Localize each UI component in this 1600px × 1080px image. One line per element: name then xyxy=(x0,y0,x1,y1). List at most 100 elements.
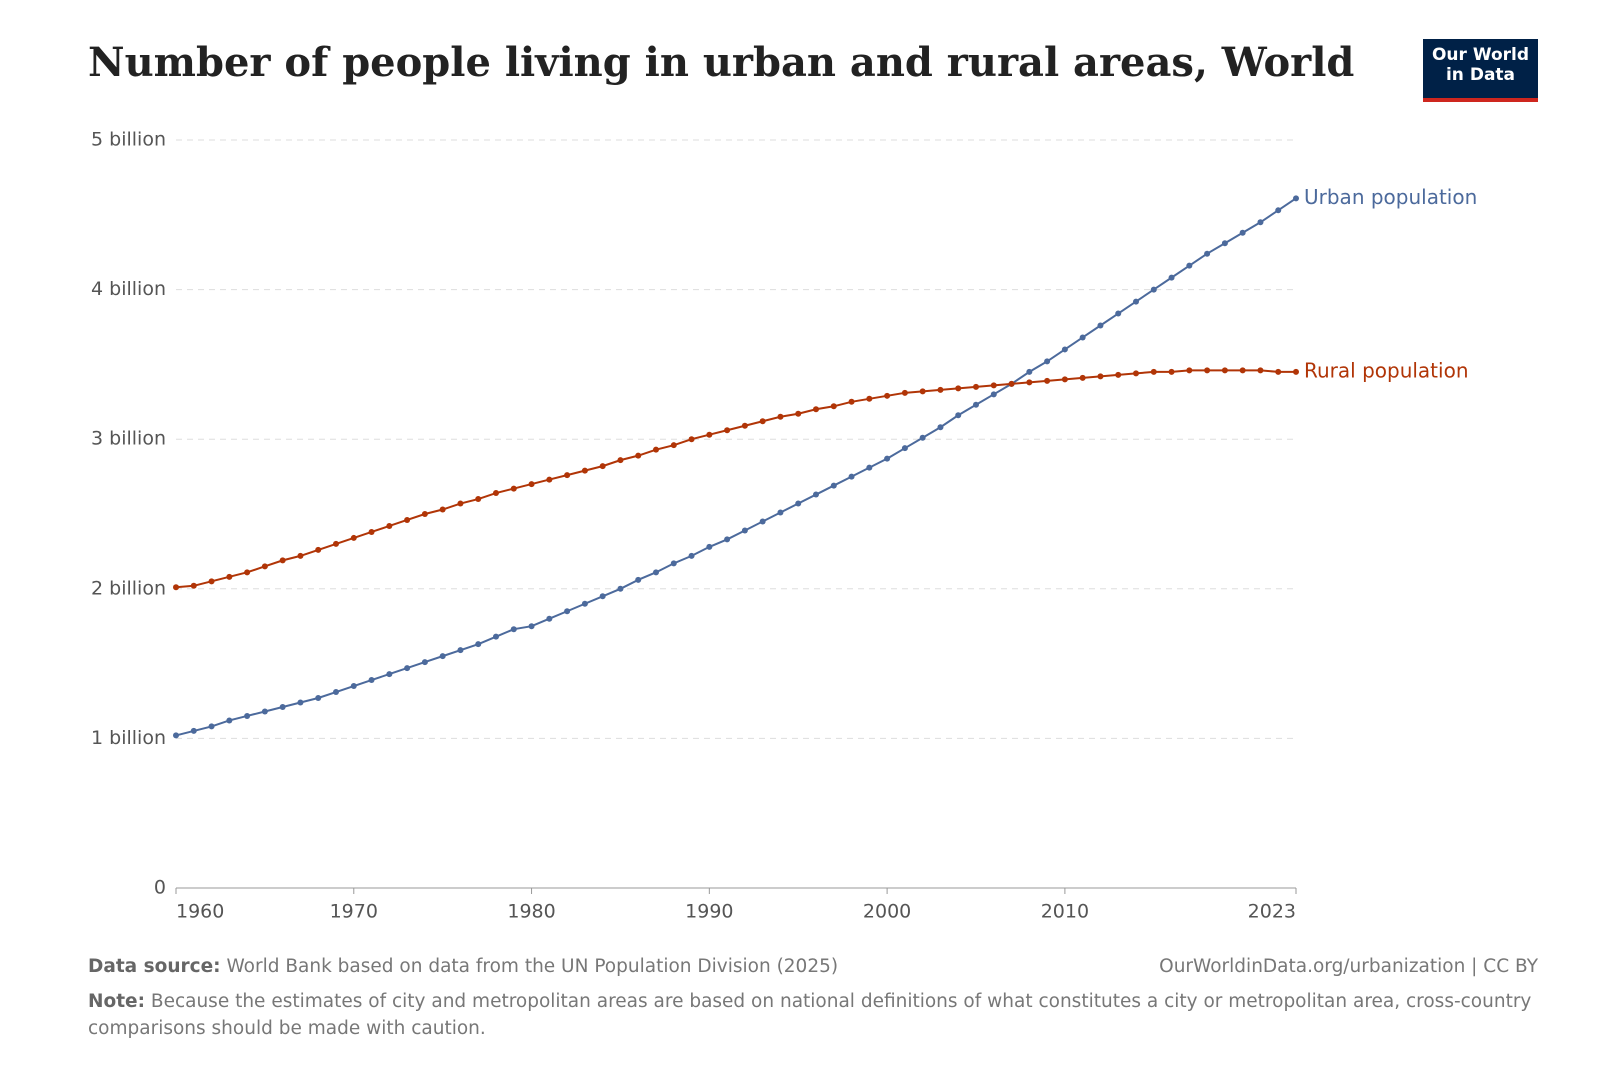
data-point xyxy=(777,509,784,516)
data-point xyxy=(1221,367,1228,374)
data-point xyxy=(919,388,926,395)
data-point xyxy=(279,703,286,710)
data-point xyxy=(244,712,251,719)
data-point xyxy=(688,552,695,559)
logo-line: in Data xyxy=(1445,65,1516,85)
data-point xyxy=(1150,286,1157,293)
data-point xyxy=(1044,358,1051,365)
data-point xyxy=(564,472,571,479)
y-tick-label: 3 billion xyxy=(91,428,166,450)
data-point xyxy=(990,382,997,389)
data-point xyxy=(973,383,979,390)
data-point xyxy=(386,671,393,678)
data-point xyxy=(759,418,766,425)
data-point xyxy=(830,482,837,489)
data-point xyxy=(1133,370,1139,377)
data-point xyxy=(1186,367,1193,374)
data-point xyxy=(173,732,179,739)
data-point xyxy=(1293,368,1299,375)
x-tick-label: 2010 xyxy=(1041,901,1089,923)
data-point xyxy=(937,424,944,431)
data-point xyxy=(404,516,411,523)
data-point xyxy=(564,608,571,615)
data-point xyxy=(1186,262,1193,269)
data-point xyxy=(759,518,766,525)
data-point xyxy=(884,455,891,462)
note-text: Because the estimates of city and metrop… xyxy=(88,991,1532,1039)
data-point xyxy=(457,500,464,507)
data-point xyxy=(368,528,375,535)
data-point xyxy=(333,689,339,696)
data-point xyxy=(724,536,731,543)
data-point xyxy=(973,401,979,408)
data-point xyxy=(510,626,517,633)
data-point xyxy=(1115,371,1122,378)
data-point xyxy=(581,600,588,607)
url[interactable]: OurWorldinData.org/urbanization | CC BY xyxy=(1159,956,1538,977)
x-tick-label: 1960 xyxy=(176,901,224,923)
data-point xyxy=(795,410,802,417)
series-label: Urban population xyxy=(1304,185,1477,209)
data-point xyxy=(848,398,855,405)
note: Note: Because the estimates of city and … xyxy=(88,988,1548,1042)
data-point xyxy=(813,491,819,498)
data-point xyxy=(1026,368,1033,375)
chart-title: Number of people living in urban and rur… xyxy=(88,39,1354,86)
data-point xyxy=(1204,367,1211,374)
data-point xyxy=(706,431,713,438)
logo-line: Our World xyxy=(1431,45,1530,65)
data-point xyxy=(1168,368,1175,375)
y-tick-label: 1 billion xyxy=(91,727,166,749)
data-point xyxy=(635,452,642,459)
x-tick-label: 1970 xyxy=(330,901,378,923)
data-point xyxy=(546,615,553,622)
data-point xyxy=(1221,240,1228,247)
data-point xyxy=(439,653,446,660)
series-line xyxy=(175,369,1296,589)
data-point xyxy=(1239,367,1246,374)
data-point xyxy=(937,386,944,393)
data-point xyxy=(1061,376,1068,383)
data-point xyxy=(421,659,428,666)
x-tick-label: 1980 xyxy=(507,901,555,923)
data-point xyxy=(830,403,837,410)
data-point xyxy=(439,506,446,513)
data-point xyxy=(670,560,677,567)
data-point xyxy=(1079,374,1086,381)
data-point xyxy=(866,395,873,402)
data-point xyxy=(901,389,908,396)
data-point xyxy=(493,633,499,640)
data-point xyxy=(1204,250,1211,257)
data-point xyxy=(599,463,606,470)
logo[interactable]: Our World in Data xyxy=(1423,39,1538,102)
data-point xyxy=(990,391,997,398)
data-point xyxy=(635,576,642,583)
data-point xyxy=(1026,379,1033,386)
data-point xyxy=(795,500,802,507)
note-label: Note: xyxy=(88,991,145,1012)
data-point xyxy=(333,540,339,547)
source: Data source: World Bank based on data fr… xyxy=(88,953,838,980)
data-point xyxy=(1044,377,1051,384)
data-point xyxy=(955,412,962,419)
data-point xyxy=(848,473,855,480)
series-line xyxy=(175,197,1297,737)
data-point xyxy=(1115,310,1122,317)
data-point xyxy=(617,585,624,592)
data-point xyxy=(475,641,482,648)
data-point xyxy=(777,413,784,420)
y-tick-label: 4 billion xyxy=(91,278,166,300)
source-label: Data source: xyxy=(88,956,221,977)
data-point xyxy=(315,695,322,702)
data-point xyxy=(404,665,411,672)
data-point xyxy=(919,434,926,441)
data-point xyxy=(315,546,322,553)
data-point xyxy=(688,436,695,443)
data-point xyxy=(493,490,499,497)
data-point xyxy=(368,677,375,684)
y-tick-label: 0 xyxy=(154,877,166,899)
data-point xyxy=(741,422,748,429)
data-point xyxy=(226,717,233,724)
x-tick-label: 1990 xyxy=(685,901,733,923)
